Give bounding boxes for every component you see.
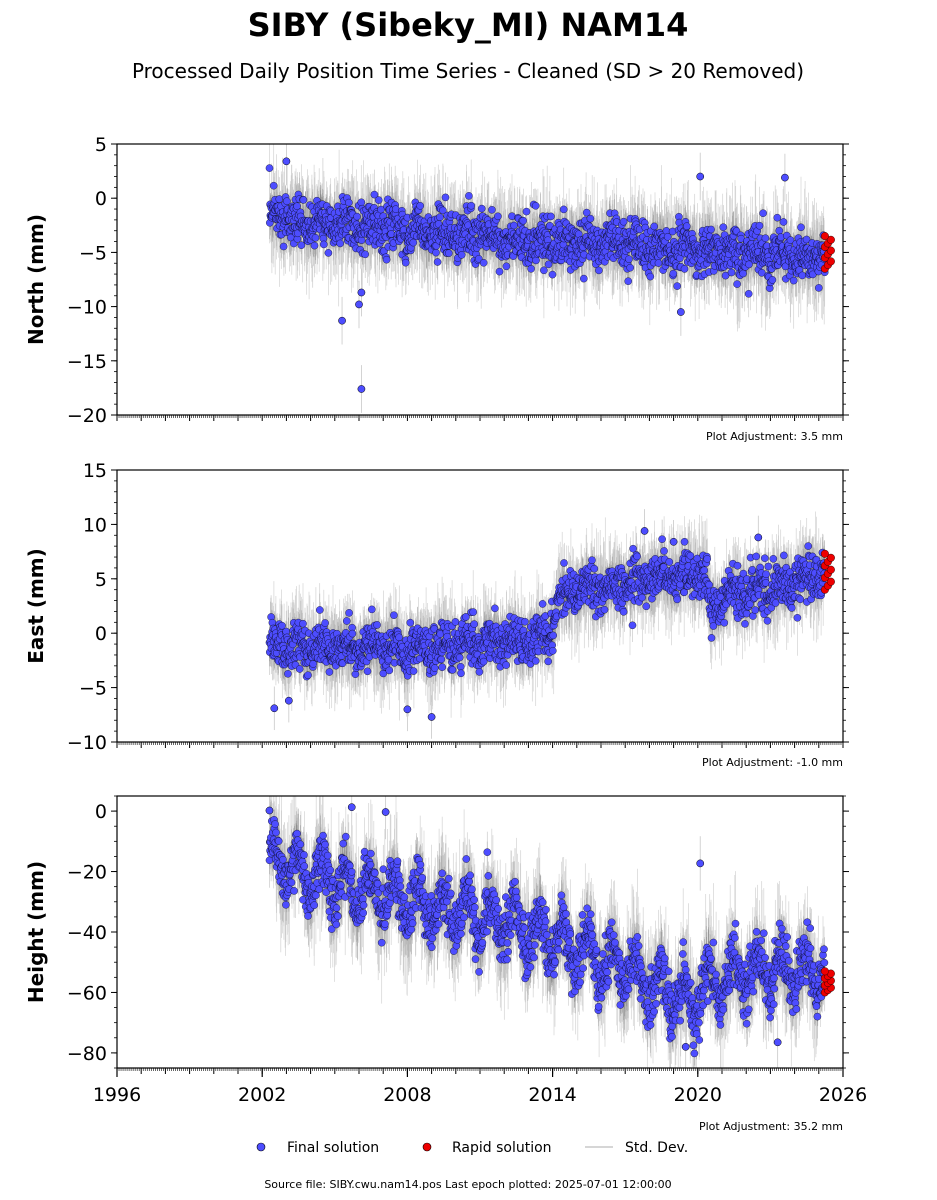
- final-point: [624, 277, 632, 285]
- final-point: [727, 268, 736, 277]
- figure-title: SIBY (Sibeky_MI) NAM14: [248, 6, 689, 44]
- final-point: [580, 274, 588, 283]
- final-point: [401, 258, 410, 267]
- final-point: [445, 249, 453, 257]
- final-point: [345, 198, 353, 207]
- final-point: [745, 260, 753, 269]
- final-point: [779, 218, 788, 226]
- final-point: [707, 225, 715, 234]
- final-point: [789, 276, 798, 285]
- final-point: [646, 272, 655, 281]
- final-point: [733, 280, 741, 288]
- final-point: [275, 195, 284, 203]
- final-point: [744, 290, 753, 298]
- final-point: [495, 267, 504, 276]
- final-point: [650, 222, 658, 231]
- final-point: [357, 236, 366, 244]
- final-point: [786, 236, 795, 244]
- final-point: [361, 250, 369, 259]
- final-point: [299, 196, 308, 204]
- final-point: [768, 276, 777, 284]
- final-point: [540, 266, 548, 275]
- final-point: [559, 205, 568, 214]
- final-point: [775, 226, 784, 235]
- final-point: [488, 206, 496, 214]
- final-point: [761, 234, 770, 242]
- final-point: [416, 202, 424, 210]
- final-point: [377, 205, 385, 214]
- final-point: [494, 212, 502, 221]
- final-point: [625, 255, 633, 263]
- final-point: [439, 206, 447, 215]
- final-point: [626, 263, 634, 272]
- final-point: [547, 212, 555, 221]
- final-point: [374, 196, 383, 204]
- final-point: [409, 238, 418, 247]
- final-point: [680, 265, 689, 273]
- final-solution-points: [265, 157, 829, 393]
- final-point: [357, 198, 366, 207]
- final-point: [582, 208, 591, 217]
- final-point: [548, 270, 557, 279]
- final-point: [759, 209, 767, 217]
- final-point: [310, 241, 319, 250]
- final-point: [441, 193, 450, 202]
- final-point: [370, 190, 379, 199]
- final-point: [269, 181, 278, 190]
- final-point: [532, 256, 540, 265]
- final-point: [586, 214, 595, 223]
- final-point: [531, 202, 540, 210]
- final-point: [527, 265, 535, 273]
- final-point: [467, 201, 475, 210]
- figure-subtitle: Processed Daily Position Time Series - C…: [132, 59, 804, 83]
- final-point: [324, 249, 333, 257]
- final-point: [320, 240, 328, 249]
- final-point: [279, 242, 288, 251]
- final-point: [477, 204, 486, 213]
- final-point: [721, 271, 730, 280]
- final-point: [457, 251, 466, 259]
- final-point: [502, 262, 511, 271]
- final-point: [336, 239, 344, 248]
- final-point: [669, 269, 678, 278]
- final-point: [758, 269, 766, 277]
- final-point: [673, 282, 681, 290]
- final-point: [265, 164, 274, 172]
- final-point: [683, 222, 691, 230]
- final-point: [773, 213, 782, 222]
- final-point: [654, 259, 663, 267]
- final-point: [755, 221, 764, 230]
- final-point: [353, 212, 361, 221]
- final-point: [433, 258, 442, 266]
- final-point: [311, 234, 320, 242]
- final-point: [619, 217, 628, 226]
- final-point: [522, 207, 531, 216]
- final-point: [465, 192, 473, 200]
- final-point: [719, 223, 728, 231]
- final-point: [479, 259, 488, 267]
- final-point: [283, 197, 291, 205]
- final-point: [595, 266, 603, 275]
- final-point: [544, 260, 553, 269]
- final-point: [293, 202, 301, 210]
- final-point: [510, 221, 518, 230]
- final-point: [663, 233, 672, 241]
- final-point: [432, 248, 440, 257]
- final-point: [475, 255, 483, 263]
- final-point: [382, 255, 391, 264]
- final-point: [519, 216, 527, 225]
- final-point: [436, 213, 444, 221]
- final-point: [297, 241, 306, 249]
- final-point: [739, 269, 747, 278]
